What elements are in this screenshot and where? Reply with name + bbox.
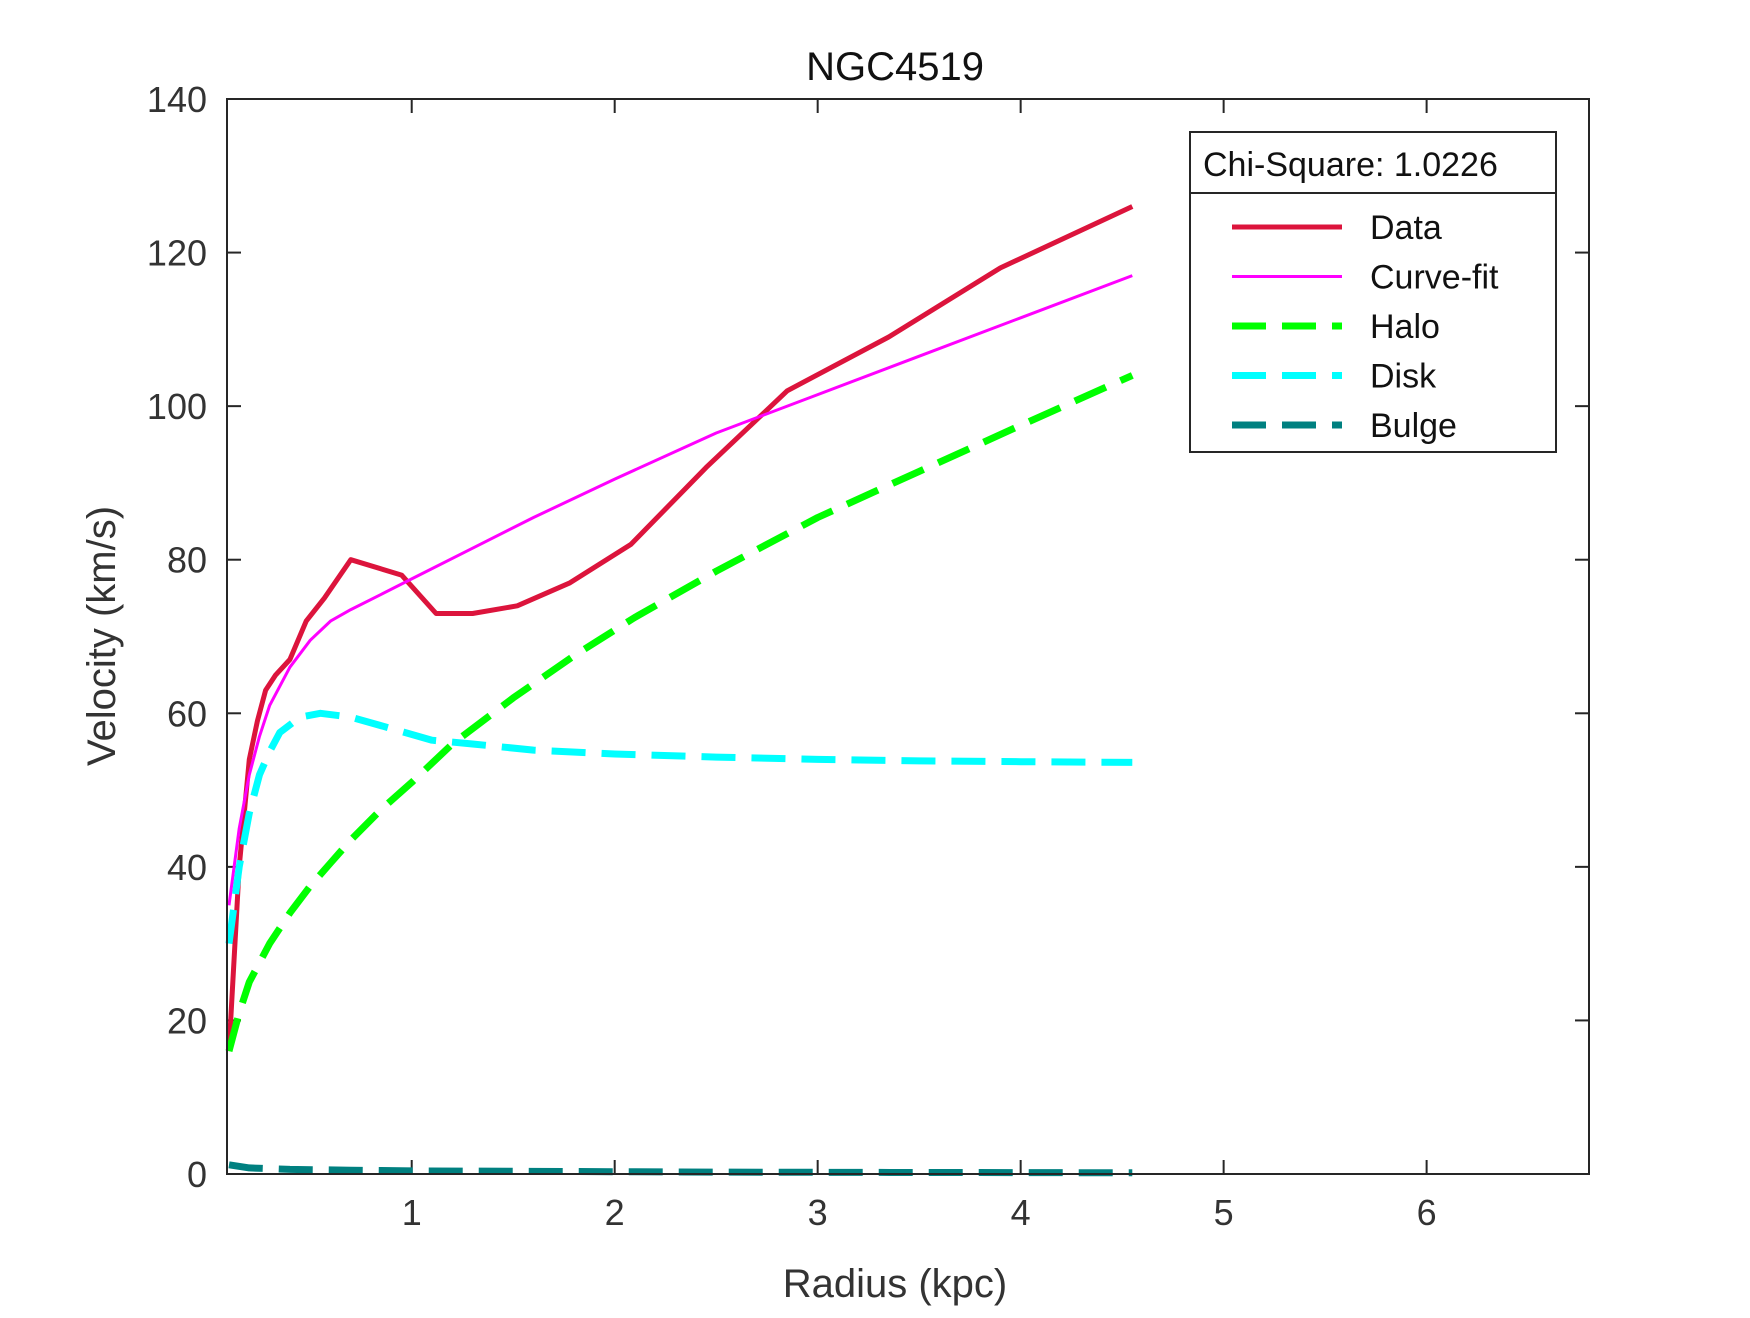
y-tick-label: 20 xyxy=(167,1000,207,1041)
legend-header-chi-square: Chi-Square: 1.0226 xyxy=(1203,146,1498,184)
legend-label: Bulge xyxy=(1370,407,1457,445)
chart-title: NGC4519 xyxy=(806,45,984,89)
series-line-curve-fit xyxy=(227,274,1133,906)
x-tick-label: 4 xyxy=(1011,1192,1031,1233)
x-tick-label: 1 xyxy=(402,1192,422,1233)
y-tick-label: 140 xyxy=(147,79,207,120)
legend-entries: Data Curve-fit Halo Disk Bulge xyxy=(1232,209,1499,445)
x-tick-label: 3 xyxy=(808,1192,828,1233)
y-tick-label: 60 xyxy=(167,693,207,734)
y-axis-title: Velocity (km/s) xyxy=(80,506,124,766)
legend-label: Halo xyxy=(1370,308,1440,346)
series-layer xyxy=(225,204,1134,1177)
y-tick-label: 100 xyxy=(147,386,207,427)
legend: Chi-Square: 1.0226 Data Curve-fit Halo Disk… xyxy=(1189,131,1557,453)
y-tick-label: 80 xyxy=(167,540,207,581)
y-tick-label: 0 xyxy=(187,1154,207,1195)
x-tick-label: 2 xyxy=(605,1192,625,1233)
y-tick-label: 40 xyxy=(167,847,207,888)
x-tick-label: 6 xyxy=(1417,1192,1437,1233)
series-line-bulge xyxy=(228,1161,1133,1177)
x-tick-label: 5 xyxy=(1214,1192,1234,1233)
legend-label: Curve-fit xyxy=(1370,259,1499,297)
x-axis-title: Radius (kpc) xyxy=(783,1262,1008,1306)
series-line-disk xyxy=(225,709,1133,945)
legend-label: Data xyxy=(1370,209,1442,247)
series-line-halo xyxy=(225,372,1134,1053)
y-tick-label: 120 xyxy=(147,233,207,274)
plot-area-frame xyxy=(226,98,1590,1175)
legend-box xyxy=(1189,131,1557,453)
legend-label: Disk xyxy=(1370,358,1437,396)
